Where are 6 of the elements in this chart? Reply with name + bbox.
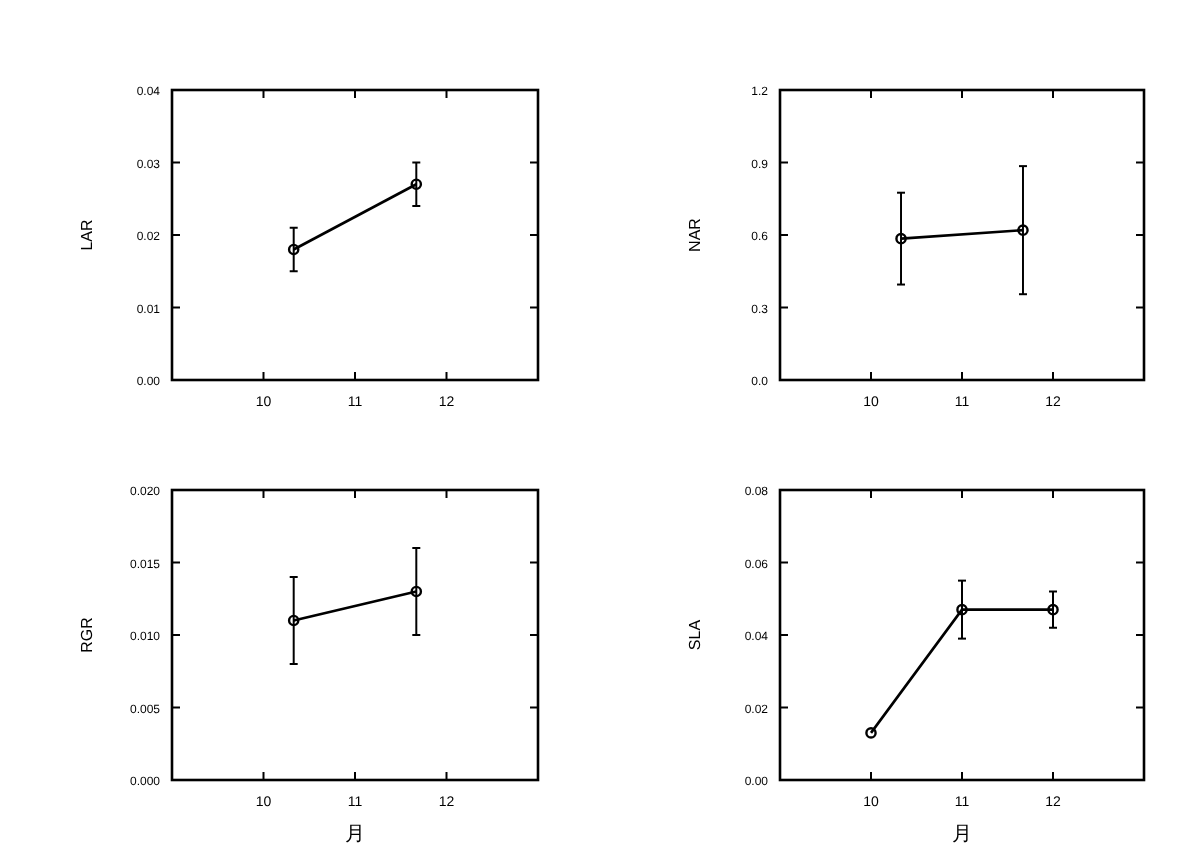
y-axis-title: LAR [78, 218, 96, 251]
y-axis-title: NAR [686, 217, 704, 252]
x-axis-title: 月 [345, 824, 365, 846]
y-axis-title: RGR [78, 616, 96, 653]
y-axis-title: SLA [686, 618, 704, 651]
x-axis-title: 月 [952, 824, 972, 846]
